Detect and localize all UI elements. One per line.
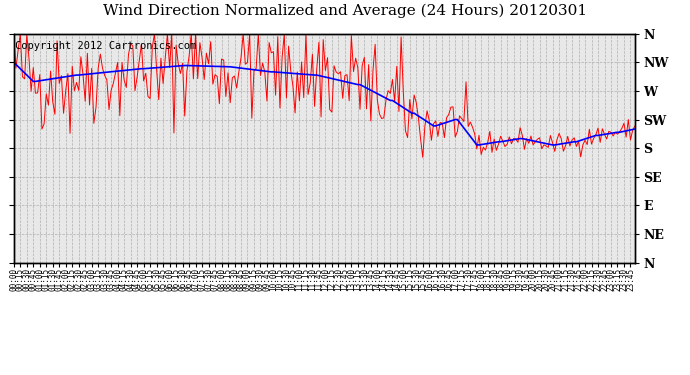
Text: Copyright 2012 Cartronics.com: Copyright 2012 Cartronics.com	[15, 40, 196, 51]
Text: Wind Direction Normalized and Average (24 Hours) 20120301: Wind Direction Normalized and Average (2…	[103, 4, 587, 18]
